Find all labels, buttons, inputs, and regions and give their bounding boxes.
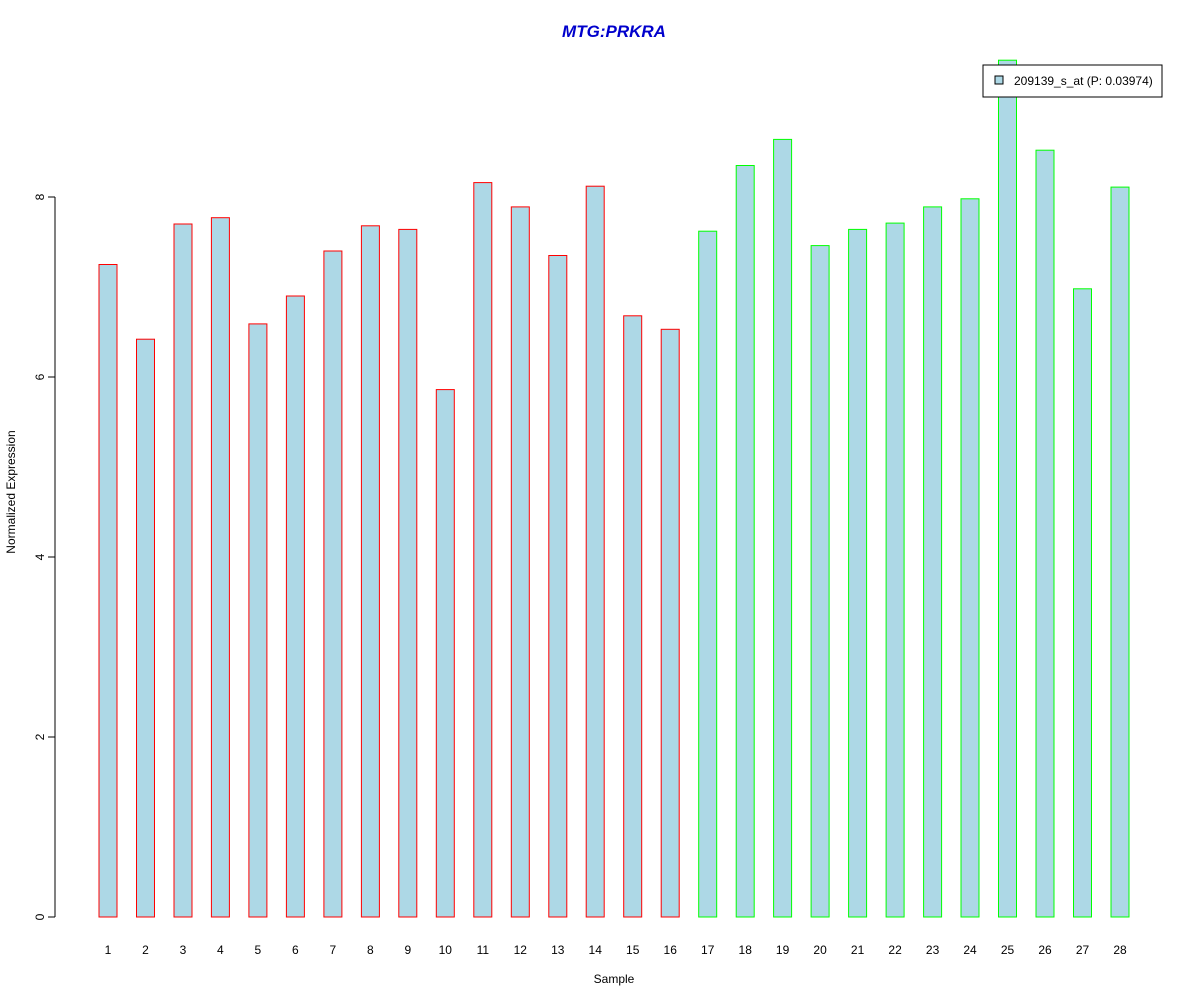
bar-sample-28: [1110, 186, 1130, 918]
bar-sample-4: [210, 217, 230, 918]
bar-sample-15: [623, 315, 643, 918]
y-tick-label: 2: [33, 733, 47, 740]
x-tick-label: 25: [1001, 943, 1015, 957]
x-tick-label: 20: [813, 943, 827, 957]
y-axis: 0 2 4 6 8: [33, 193, 56, 920]
bar-sample-12: [510, 206, 530, 918]
x-tick-label: 28: [1113, 943, 1127, 957]
x-tick-label: 1: [105, 943, 112, 957]
bar-sample-23: [923, 206, 943, 918]
legend-swatch: [994, 75, 1004, 85]
bar-sample-7: [323, 250, 343, 918]
x-tick-label: 2: [142, 943, 149, 957]
bar-sample-1: [98, 264, 118, 918]
bar-sample-21: [848, 228, 868, 918]
legend-box: [982, 64, 1163, 98]
bar-sample-2: [136, 338, 155, 918]
x-tick-label: 26: [1038, 943, 1052, 957]
y-tick-label: 4: [33, 553, 47, 560]
bar-sample-5: [248, 323, 268, 918]
bar-sample-24: [960, 198, 980, 918]
x-tick-label: 4: [217, 943, 224, 957]
bars: [98, 59, 1130, 918]
x-tick-label: 3: [180, 943, 187, 957]
bar-sample-26: [1035, 149, 1055, 918]
bar-sample-18: [735, 165, 755, 918]
x-tick-label: 11: [477, 943, 490, 957]
x-tick-label: 14: [589, 943, 603, 957]
x-tick-label: 13: [551, 943, 565, 957]
bar-sample-17: [698, 230, 718, 918]
x-tick-labels: 1 2 3 4 5 6 7 8 9 10 11 12 13 14 15 16 17 18 19 20 21 22 23 24 2…: [105, 943, 1127, 957]
x-tick-label: 18: [739, 943, 753, 957]
bar-sample-25: [998, 59, 1017, 918]
chart-title: MTG:PRKRA: [562, 22, 666, 41]
x-tick-label: 23: [926, 943, 940, 957]
bar-sample-11: [473, 182, 493, 918]
x-tick-label: 24: [963, 943, 977, 957]
x-tick-label: 9: [404, 943, 411, 957]
x-tick-label: 17: [701, 943, 715, 957]
legend: 209139_s_at (P: 0.03974): [982, 64, 1163, 98]
bar-sample-10: [435, 389, 455, 918]
x-tick-label: 5: [255, 943, 262, 957]
x-tick-label: 16: [664, 943, 678, 957]
x-tick-label: 10: [439, 943, 453, 957]
x-tick-label: 15: [626, 943, 640, 957]
x-tick-label: 8: [367, 943, 374, 957]
bar-sample-20: [810, 245, 830, 918]
bar-sample-16: [660, 328, 680, 918]
x-tick-label: 22: [888, 943, 902, 957]
x-tick-label: 6: [292, 943, 299, 957]
bar-sample-22: [885, 222, 905, 918]
bar-sample-19: [773, 138, 793, 918]
bar-sample-8: [360, 225, 380, 918]
bar-sample-6: [285, 295, 305, 918]
x-tick-label: 27: [1076, 943, 1090, 957]
x-axis-label: Sample: [594, 972, 635, 986]
x-tick-label: 21: [851, 943, 865, 957]
bar-sample-14: [585, 185, 605, 918]
bar-sample-3: [173, 223, 193, 918]
x-tick-label: 12: [514, 943, 528, 957]
y-tick-label: 0: [33, 913, 47, 920]
bar-sample-9: [398, 228, 418, 918]
x-tick-label: 19: [776, 943, 790, 957]
x-tick-label: 7: [330, 943, 337, 957]
y-axis-label: Normalized Expression: [4, 430, 18, 553]
legend-label: 209139_s_at (P: 0.03974): [1014, 74, 1153, 88]
y-tick-label: 6: [33, 373, 47, 380]
bar-sample-13: [548, 255, 568, 918]
y-tick-label: 8: [33, 193, 47, 200]
bar-sample-27: [1073, 288, 1092, 918]
